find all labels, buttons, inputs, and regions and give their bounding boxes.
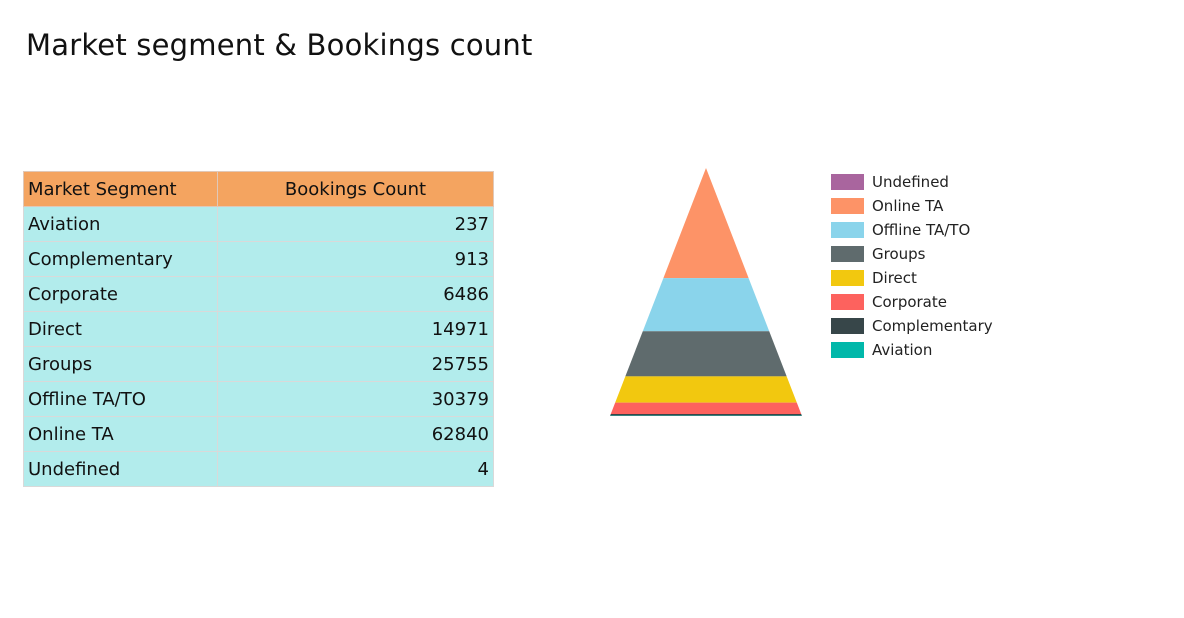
column-header-market-segment[interactable]: Market Segment <box>23 171 218 207</box>
legend-item[interactable]: Corporate <box>831 290 993 314</box>
legend-item[interactable]: Offline TA/TO <box>831 218 993 242</box>
table-row[interactable]: Online TA 62840 <box>23 416 494 452</box>
cell-market-segment: Aviation <box>23 206 218 242</box>
legend-item[interactable]: Undefined <box>831 170 993 194</box>
pyramid-segment[interactable] <box>610 413 802 416</box>
legend-item[interactable]: Groups <box>831 242 993 266</box>
cell-market-segment: Offline TA/TO <box>23 381 218 417</box>
legend-label: Online TA <box>872 197 944 215</box>
chart-legend: Undefined Online TA Offline TA/TO Groups Dir… <box>831 170 993 362</box>
cell-bookings-count: 6486 <box>217 276 494 312</box>
cell-market-segment: Direct <box>23 311 218 347</box>
table-row[interactable]: Corporate 6486 <box>23 276 494 312</box>
legend-item[interactable]: Aviation <box>831 338 993 362</box>
cell-market-segment: Groups <box>23 346 218 382</box>
legend-label: Undefined <box>872 173 949 191</box>
cell-market-segment: Undefined <box>23 451 218 487</box>
cell-bookings-count: 30379 <box>217 381 494 417</box>
cell-bookings-count: 62840 <box>217 416 494 452</box>
legend-label: Direct <box>872 269 917 287</box>
cell-bookings-count: 913 <box>217 241 494 277</box>
cell-market-segment: Online TA <box>23 416 218 452</box>
legend-item[interactable]: Direct <box>831 266 993 290</box>
table-row[interactable]: Direct 14971 <box>23 311 494 347</box>
pyramid-segment[interactable] <box>610 402 802 414</box>
legend-swatch <box>831 342 864 358</box>
legend-label: Offline TA/TO <box>872 221 971 239</box>
column-header-bookings-count[interactable]: Bookings Count <box>217 171 494 207</box>
legend-swatch <box>831 246 864 262</box>
page-title: Market segment & Bookings count <box>26 28 533 62</box>
pyramid-segment[interactable] <box>625 331 787 377</box>
cell-bookings-count: 25755 <box>217 346 494 382</box>
pyramid-chart <box>610 168 802 416</box>
table-row[interactable]: Groups 25755 <box>23 346 494 382</box>
legend-label: Complementary <box>872 317 993 335</box>
table-row[interactable]: Undefined 4 <box>23 451 494 487</box>
bookings-table: Market Segment Bookings Count Aviation 23… <box>23 171 494 487</box>
cell-bookings-count: 237 <box>217 206 494 242</box>
table-header-row: Market Segment Bookings Count <box>23 171 494 207</box>
legend-label: Groups <box>872 245 926 263</box>
legend-swatch <box>831 198 864 214</box>
cell-market-segment: Complementary <box>23 241 218 277</box>
legend-swatch <box>831 294 864 310</box>
pyramid-segment[interactable] <box>615 376 797 403</box>
cell-bookings-count: 4 <box>217 451 494 487</box>
legend-swatch <box>831 318 864 334</box>
table-row[interactable]: Aviation 237 <box>23 206 494 242</box>
legend-label: Corporate <box>872 293 947 311</box>
legend-label: Aviation <box>872 341 933 359</box>
legend-swatch <box>831 270 864 286</box>
cell-bookings-count: 14971 <box>217 311 494 347</box>
legend-swatch <box>831 174 864 190</box>
table-row[interactable]: Complementary 913 <box>23 241 494 277</box>
legend-swatch <box>831 222 864 238</box>
legend-item[interactable]: Complementary <box>831 314 993 338</box>
pyramid-segment[interactable] <box>663 168 749 279</box>
legend-item[interactable]: Online TA <box>831 194 993 218</box>
table-row[interactable]: Offline TA/TO 30379 <box>23 381 494 417</box>
pyramid-segment[interactable] <box>642 278 770 332</box>
cell-market-segment: Corporate <box>23 276 218 312</box>
